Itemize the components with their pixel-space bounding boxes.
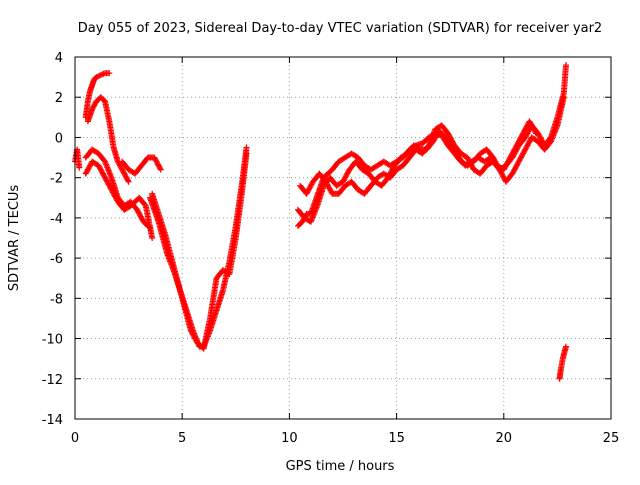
- data-point-track-e: [141, 201, 148, 208]
- grid-layer: [75, 57, 611, 419]
- data-point-track-f: [157, 166, 164, 173]
- data-point-track-i: [562, 62, 569, 69]
- data-point-track-g: [243, 144, 250, 151]
- data-point-track-k: [532, 130, 539, 137]
- y-tick-label: 0: [55, 131, 63, 146]
- y-tick-label: -4: [50, 212, 63, 227]
- x-tick-label: 25: [603, 431, 620, 446]
- x-tick-label: 10: [281, 431, 298, 446]
- x-tick-label: 20: [496, 431, 513, 446]
- x-tick-label: 5: [178, 431, 186, 446]
- y-tick-label: -12: [42, 373, 63, 388]
- x-axis-title: GPS time / hours: [286, 459, 395, 474]
- y-tick-label: -2: [50, 172, 63, 187]
- series-track-l: [556, 344, 569, 382]
- x-tick-label: 15: [388, 431, 405, 446]
- marks-layer: [72, 62, 569, 382]
- data-point-track-c: [124, 177, 131, 184]
- data-point-track-c: [125, 178, 132, 185]
- series-track-f: [119, 154, 164, 177]
- y-tick-label: -10: [42, 333, 63, 348]
- y-tick-label: -8: [50, 292, 63, 307]
- data-point-track-a: [76, 164, 83, 171]
- y-tick-label: 4: [55, 51, 63, 66]
- x-tick-label: 0: [71, 431, 79, 446]
- data-point-track-f: [157, 165, 164, 172]
- series-track-c: [84, 94, 131, 184]
- plot-frame: [74, 56, 612, 420]
- y-axis-title: SDTVAR / TECUs: [7, 185, 22, 292]
- series-track-k: [294, 118, 539, 225]
- series-track-h: [149, 152, 250, 352]
- y-tick-label: -14: [42, 413, 63, 428]
- series-track-b: [82, 70, 111, 121]
- y-tick-label: 2: [55, 91, 63, 106]
- ticks-layer: 0 5 10 15 20 25 -14 -12 -10 -8 -6 -4 -2 0 2 4: [42, 51, 620, 446]
- series-track-a: [72, 146, 83, 170]
- chart-title: Day 055 of 2023, Sidereal Day-to-day VTE…: [78, 21, 602, 36]
- data-point-track-k: [532, 129, 539, 136]
- y-tick-label: -6: [50, 252, 63, 267]
- data-point-track-h: [243, 150, 250, 157]
- data-point-track-e: [149, 235, 156, 241]
- data-point-track-l: [562, 343, 569, 350]
- data-point-track-b: [106, 70, 113, 77]
- series-track-e: [82, 158, 155, 240]
- data-point-track-j: [560, 94, 567, 101]
